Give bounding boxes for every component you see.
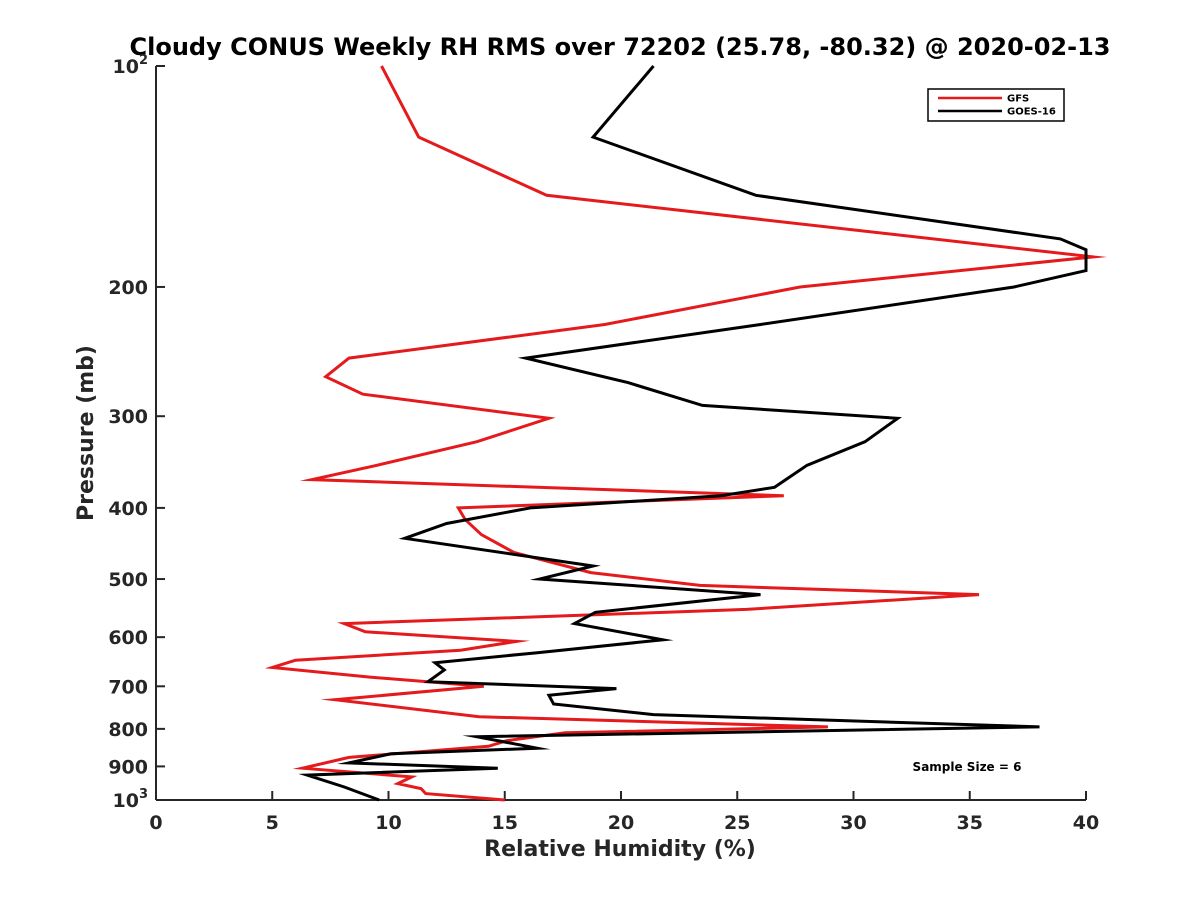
x-tick-label: 25 — [724, 812, 750, 834]
y-tick-label: 900 — [108, 756, 148, 778]
legend-label-goes-16: GOES-16 — [1007, 107, 1056, 118]
series-line-goes-16 — [298, 65, 1088, 802]
x-tick-label: 5 — [266, 812, 279, 834]
y-tick-label: 700 — [108, 676, 148, 698]
y-tick-label: 400 — [108, 498, 148, 520]
x-tick-label: 40 — [1073, 812, 1099, 834]
x-tick-label: 35 — [957, 812, 983, 834]
plot-area: 0 5 10 15 20 25 30 35 40 102 200 300 400 500 600 700 800… — [108, 53, 1108, 834]
legend: GFS GOES-16 — [927, 88, 1065, 122]
y-tick-label: 800 — [108, 719, 148, 741]
chart-title: Cloudy CONUS Weekly RH RMS over 72202 (2… — [130, 33, 1111, 61]
y-tick-label: 600 — [108, 627, 148, 649]
sample-size-annotation: Sample Size = 6 — [913, 760, 1022, 774]
y-tick-label: 300 — [108, 406, 148, 428]
x-tick-label: 0 — [149, 812, 162, 834]
series-line-gfs — [264, 65, 1108, 802]
y-tick-label: 500 — [108, 569, 148, 591]
y-tick-label: 103 — [113, 787, 149, 812]
x-tick-label: 30 — [840, 812, 866, 834]
legend-label-gfs: GFS — [1007, 94, 1029, 105]
y-tick-label: 200 — [108, 277, 148, 299]
x-tick-label: 20 — [608, 812, 634, 834]
y-axis-label: Pressure (mb) — [74, 345, 99, 521]
x-axis-label: Relative Humidity (%) — [484, 837, 756, 862]
x-tick-label: 15 — [492, 812, 518, 834]
x-tick-label: 10 — [375, 812, 401, 834]
y-tick-label: 102 — [113, 53, 149, 78]
legend-box — [927, 88, 1065, 122]
